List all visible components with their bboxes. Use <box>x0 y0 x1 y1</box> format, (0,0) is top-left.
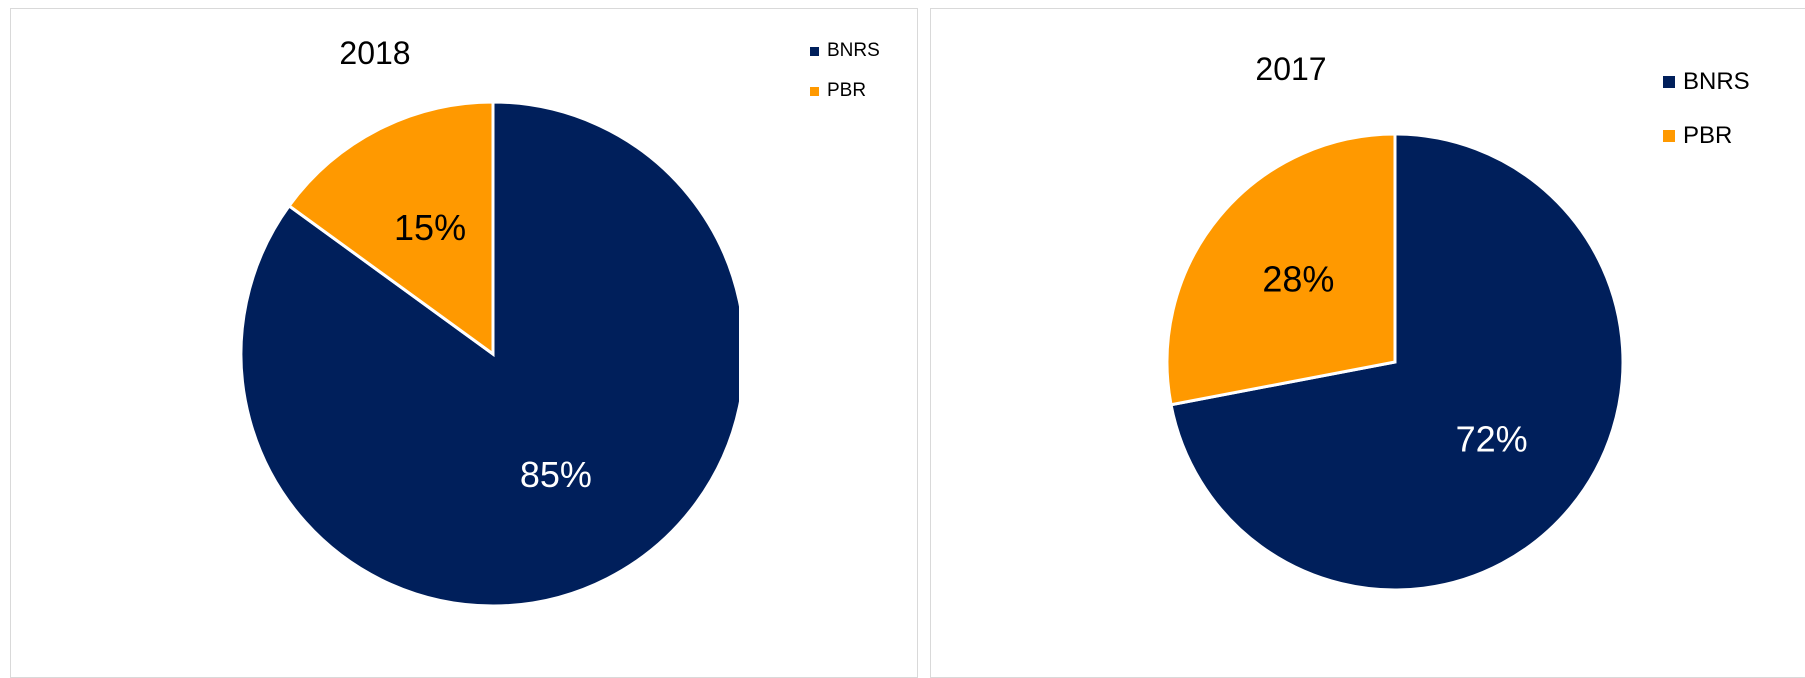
legend-swatch-pbr <box>1663 130 1675 142</box>
legend-label-pbr: PBR <box>827 80 867 101</box>
data-label-pbr: 15% <box>394 207 466 248</box>
legend-swatch-bnrs <box>1663 76 1675 88</box>
legend-label-bnrs: BNRS <box>827 40 880 61</box>
chart-panel-2017: 2017 72% 28% BNRS PBR <box>930 8 1805 678</box>
data-label-bnrs: 85% <box>520 454 592 495</box>
legend-item-bnrs: BNRS <box>810 31 880 71</box>
legend-label-pbr: PBR <box>1683 122 1733 149</box>
legend: BNRS PBR <box>1663 55 1750 163</box>
legend-item-bnrs: BNRS <box>1663 55 1750 109</box>
chart-title: 2018 <box>339 35 411 71</box>
pie-chart-2017: 72% 28% <box>1165 132 1625 592</box>
chart-title: 2017 <box>1255 51 1327 87</box>
chart-panel-2018: 2018 85% 15% BNRS PBR <box>10 8 918 678</box>
legend-label-bnrs: BNRS <box>1683 68 1750 95</box>
pie-slice-bnrs <box>1169 132 1625 592</box>
pie-slice-pbr <box>287 100 495 357</box>
data-label-pbr: 28% <box>1262 259 1334 300</box>
pie-slice-bnrs <box>239 100 739 608</box>
legend-item-pbr: PBR <box>810 71 880 111</box>
legend-item-pbr: PBR <box>1663 109 1750 163</box>
legend-swatch-pbr <box>810 86 819 96</box>
pie-slice-pbr <box>1165 132 1397 407</box>
legend-swatch-bnrs <box>810 46 819 56</box>
data-label-bnrs: 72% <box>1456 418 1528 459</box>
legend: BNRS PBR <box>810 31 880 111</box>
pie-chart-2018: 85% 15% <box>239 100 739 608</box>
